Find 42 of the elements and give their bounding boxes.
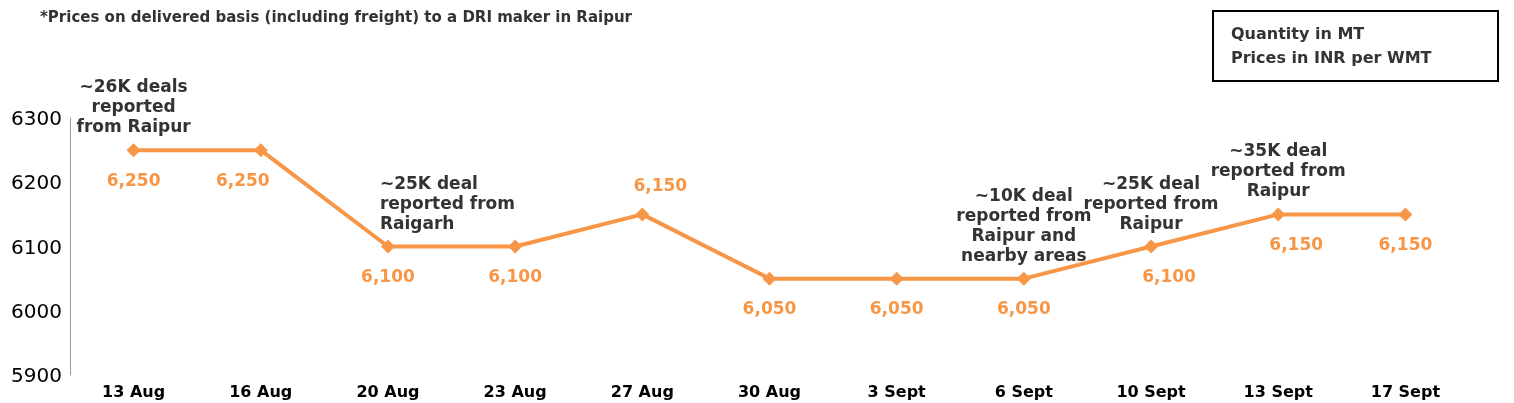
data-label: 6,250 bbox=[106, 169, 161, 190]
data-label: 6,050 bbox=[869, 298, 924, 319]
point bbox=[126, 143, 141, 158]
point bbox=[889, 271, 904, 286]
x-tick-label: 30 Aug bbox=[737, 381, 802, 401]
data-label: 6,150 bbox=[1378, 233, 1433, 254]
point bbox=[762, 271, 777, 286]
annotation: ~26K deals reported from Raipur bbox=[76, 76, 192, 137]
data-label: 6,100 bbox=[361, 266, 416, 286]
point bbox=[1271, 207, 1286, 222]
data-label: 6,050 bbox=[996, 298, 1051, 319]
y-tick-label: 6300 bbox=[11, 106, 62, 130]
data-label: 6,100 bbox=[488, 266, 543, 286]
x-tick-label: 6 Sept bbox=[994, 381, 1054, 401]
data-label: 6,250 bbox=[215, 169, 270, 190]
x-tick-label: 23 Aug bbox=[483, 381, 547, 401]
x-tick-label: 13 Sept bbox=[1243, 381, 1314, 401]
text: Quantity in MT Prices in INR per WMT bbox=[1231, 23, 1432, 67]
x-tick-label: 17 Sept bbox=[1370, 381, 1441, 401]
point bbox=[1016, 271, 1031, 286]
y-tick-label: 6100 bbox=[11, 234, 62, 259]
data-label: 6,150 bbox=[1269, 233, 1324, 254]
point bbox=[508, 239, 523, 254]
x-tick-label: 16 Aug bbox=[229, 381, 293, 401]
data-label: 6,100 bbox=[1142, 266, 1197, 286]
data-label: 6,050 bbox=[742, 298, 797, 319]
x-tick-label: 13 Aug bbox=[102, 381, 166, 401]
y-tick-label: 5900 bbox=[11, 363, 62, 387]
y-tick-label: 6200 bbox=[11, 170, 62, 195]
point bbox=[1144, 239, 1159, 254]
x-tick-label: 27 Aug bbox=[610, 381, 674, 401]
data-label: 6,150 bbox=[633, 174, 688, 195]
x-tick-label: 3 Sept bbox=[867, 381, 927, 401]
y-tick-label: 6000 bbox=[11, 298, 62, 323]
point bbox=[253, 143, 268, 158]
point bbox=[380, 239, 395, 254]
x-tick-label: 20 Aug bbox=[356, 381, 420, 401]
point bbox=[1398, 207, 1413, 222]
annotation: ~25K deal reported from Raigarh bbox=[379, 172, 516, 233]
x-tick-label: 10 Sept bbox=[1116, 381, 1187, 401]
chart-title: *Prices on delivered basis (including freight) to a DRI maker in Raipur bbox=[40, 7, 633, 26]
point bbox=[635, 207, 650, 222]
